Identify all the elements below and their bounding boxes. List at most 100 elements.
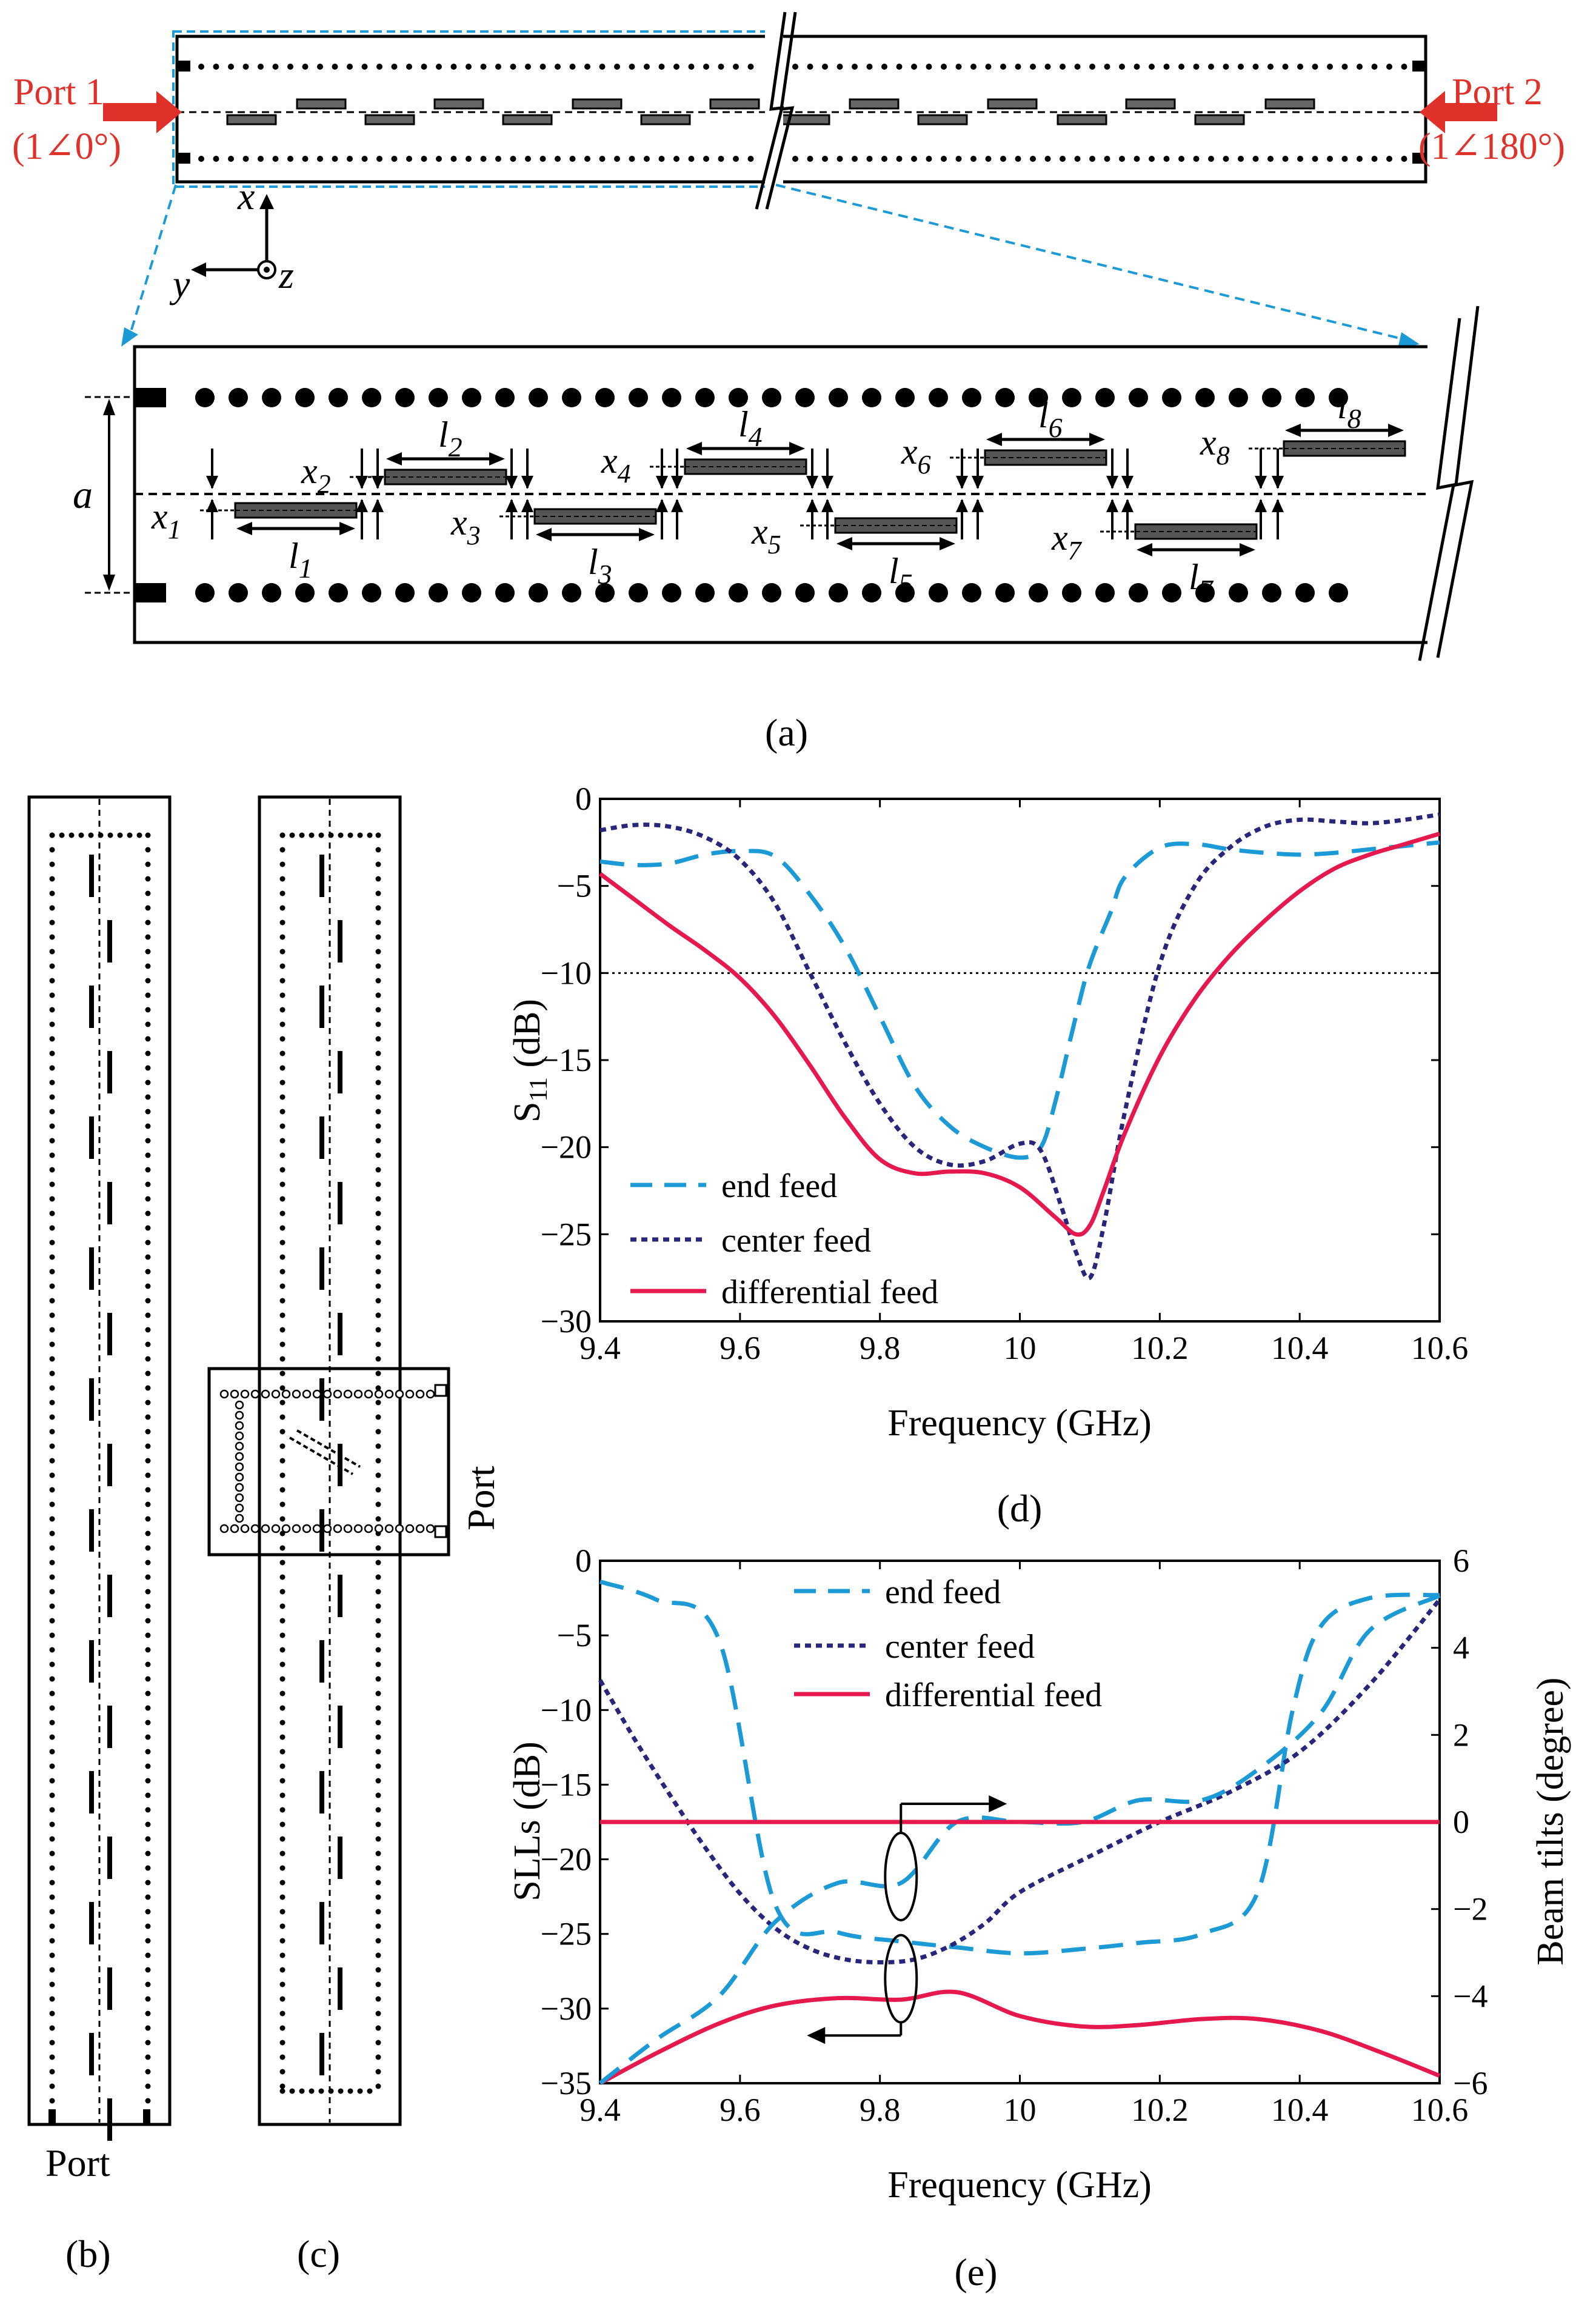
via <box>279 1327 285 1333</box>
offset-symbol: x <box>301 451 318 491</box>
via <box>145 832 151 838</box>
length-subscript: 3 <box>598 559 612 590</box>
via <box>279 861 285 867</box>
top-via <box>1060 64 1066 70</box>
via <box>145 934 151 940</box>
detail-via <box>1062 388 1081 407</box>
feed-via <box>405 1524 415 1533</box>
via <box>375 1123 381 1129</box>
detail-via <box>562 583 581 602</box>
via <box>49 934 55 940</box>
via <box>88 832 94 838</box>
detail-via <box>529 583 548 602</box>
feed-via <box>302 1389 312 1399</box>
feed-via <box>343 1524 353 1533</box>
top-via <box>1341 156 1348 162</box>
via <box>145 1516 151 1522</box>
via <box>279 1952 285 1958</box>
via <box>375 847 381 853</box>
via <box>279 1283 285 1289</box>
via <box>49 1647 55 1653</box>
via <box>279 1312 285 1318</box>
via <box>375 1283 381 1289</box>
length-subscript: 5 <box>899 568 913 599</box>
chart-e-xlabel: Frequency (GHz) <box>887 2164 1152 2206</box>
via <box>49 1065 55 1071</box>
panel-b-vias <box>49 832 151 2104</box>
slot-offset-label: x1 <box>151 496 181 544</box>
offset-subscript: 1 <box>168 515 181 544</box>
offset-arrow-head <box>1255 499 1267 512</box>
top-via <box>1134 64 1140 70</box>
panel-b-port-label: Port <box>45 2141 110 2184</box>
via <box>279 1429 285 1435</box>
top-via <box>347 64 353 70</box>
top-via <box>733 156 739 162</box>
top-via <box>1149 156 1155 162</box>
feed-via <box>240 1524 250 1533</box>
via <box>145 1894 151 1900</box>
detail-via <box>295 583 315 602</box>
top-via <box>525 64 531 70</box>
via <box>145 1312 151 1318</box>
top-via <box>733 64 739 70</box>
offset-arrow-head <box>506 499 518 512</box>
via <box>145 1472 151 1478</box>
via <box>375 1749 381 1755</box>
via <box>318 2088 324 2094</box>
offset-symbol: x <box>151 496 168 536</box>
y-tick-label: −20 <box>541 1841 592 1878</box>
slot <box>338 1444 342 1486</box>
via <box>375 1298 381 1304</box>
caption-a: (a) <box>765 711 808 754</box>
via <box>49 1705 55 1711</box>
offset-arrow-head <box>372 476 384 489</box>
detail-via <box>795 583 815 602</box>
feed-via <box>292 1524 301 1533</box>
top-via <box>1134 156 1140 162</box>
top-via <box>1193 64 1200 70</box>
via <box>279 978 285 984</box>
via <box>375 1967 381 1973</box>
top-slot <box>917 114 968 125</box>
slot-length-label: l7 <box>1189 557 1214 605</box>
top-via <box>1327 64 1333 70</box>
via <box>49 1269 55 1275</box>
detail-via <box>662 388 681 407</box>
via <box>145 2098 151 2104</box>
panel-b-port-stub-left <box>48 2109 56 2124</box>
via <box>375 2025 381 2031</box>
detail-via <box>762 388 781 407</box>
top-via <box>1401 156 1407 162</box>
via <box>279 1443 285 1449</box>
detail-via <box>1129 388 1148 407</box>
via <box>375 1225 381 1231</box>
top-via <box>688 156 695 162</box>
length-symbol: l <box>889 551 899 591</box>
top-via <box>703 156 709 162</box>
y-tick-label: −5 <box>557 868 592 904</box>
x-tick-label: 10 <box>1004 1330 1037 1366</box>
feed-via <box>250 1524 260 1533</box>
feed-via <box>219 1389 229 1399</box>
detail-via <box>1229 388 1248 407</box>
top-via <box>376 64 382 70</box>
via <box>347 832 353 838</box>
detail-via <box>1095 388 1115 407</box>
slot <box>89 1771 94 1814</box>
via <box>375 1152 381 1158</box>
via <box>279 1501 285 1507</box>
feed-via <box>230 1524 239 1533</box>
via <box>145 1036 151 1042</box>
y-tick-label: −15 <box>541 1766 592 1803</box>
offset-arrow-head <box>1272 499 1284 512</box>
via <box>49 1472 55 1478</box>
via <box>279 1647 285 1653</box>
via <box>49 1894 55 1900</box>
top-via <box>302 64 309 70</box>
via <box>279 890 285 896</box>
via <box>107 832 113 838</box>
detail-via <box>829 388 848 407</box>
length-symbol: l <box>588 542 598 582</box>
